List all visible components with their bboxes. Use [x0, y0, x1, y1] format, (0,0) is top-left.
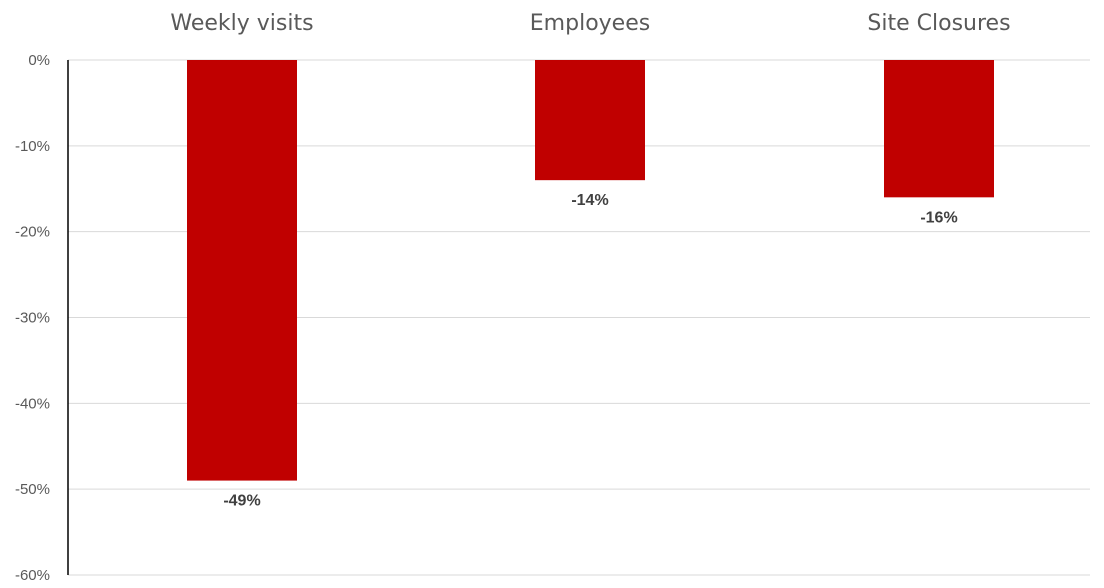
- category-labels: Weekly visits Employees Site Closures: [170, 11, 1010, 36]
- category-label: Site Closures: [867, 11, 1010, 36]
- bars: [187, 60, 994, 481]
- bar: [884, 60, 994, 198]
- y-tick-label: -60%: [15, 567, 50, 584]
- y-tick-label: -40%: [15, 395, 50, 412]
- y-tick-label: -50%: [15, 481, 50, 498]
- data-label: -16%: [920, 209, 957, 226]
- category-label: Weekly visits: [170, 11, 313, 36]
- y-tick-label: -10%: [15, 138, 50, 155]
- y-tick-label: -30%: [15, 310, 50, 327]
- y-axis-tick-labels: 0% -10% -20% -30% -40% -50% -60%: [15, 52, 50, 584]
- bar: [535, 60, 645, 181]
- data-label: -49%: [223, 493, 260, 510]
- data-label: -14%: [571, 192, 608, 209]
- data-labels: -49% -14% -16%: [223, 192, 957, 509]
- category-label: Employees: [530, 11, 650, 36]
- bar: [187, 60, 297, 481]
- y-tick-label: 0%: [28, 52, 50, 69]
- y-tick-label: -20%: [15, 224, 50, 241]
